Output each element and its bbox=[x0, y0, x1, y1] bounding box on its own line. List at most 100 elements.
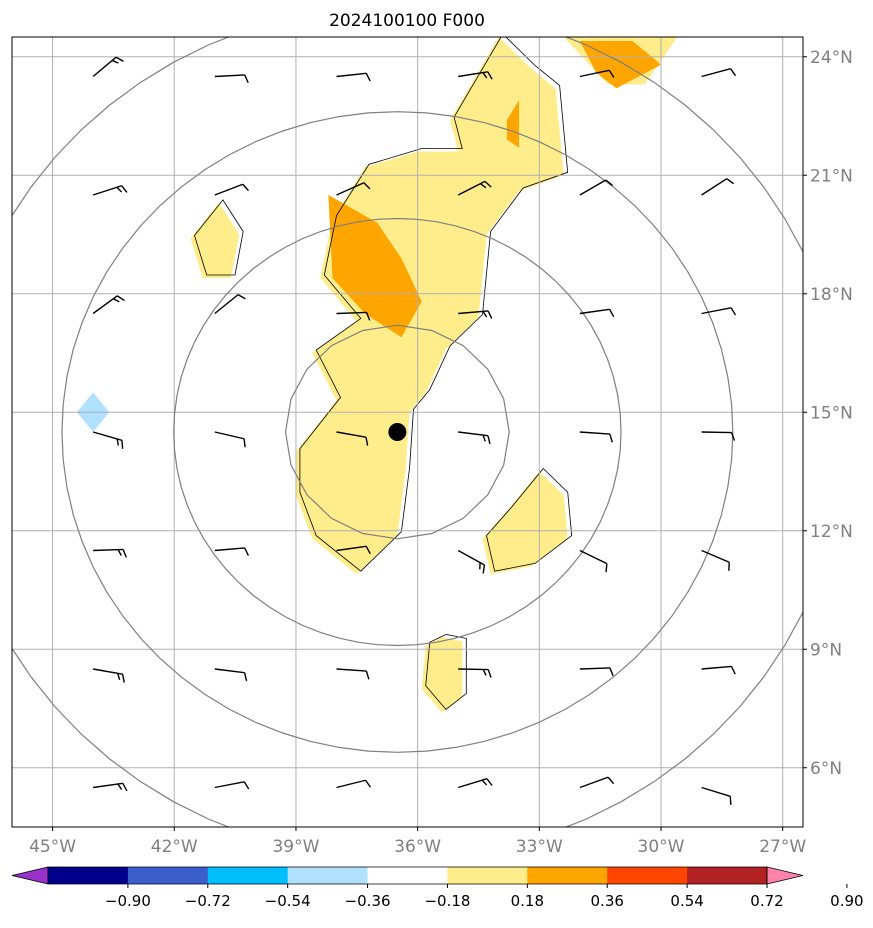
colorbar-tick-label: 0.72 bbox=[750, 892, 783, 910]
shaded-region-6 bbox=[579, 41, 661, 89]
wind-barb bbox=[701, 549, 730, 571]
colorbar-tick-label: 0.90 bbox=[830, 892, 863, 910]
shaded-region-4 bbox=[421, 637, 463, 713]
colorbar-tick-label: −0.54 bbox=[265, 892, 311, 910]
wind-barb bbox=[458, 668, 492, 678]
contour-line-0 bbox=[299, 37, 569, 572]
y-tick-label: 18°N bbox=[810, 285, 853, 305]
colorbar-tick-label: −0.18 bbox=[424, 892, 470, 910]
wind-barb bbox=[701, 178, 735, 196]
y-axis-ticks: 24°N 21°N 18°N 15°N 12°N 9°N 6°N bbox=[803, 48, 853, 779]
shaded-region-5 bbox=[328, 195, 422, 338]
shaded-region-7 bbox=[506, 100, 520, 148]
y-tick-label: 15°N bbox=[810, 403, 853, 423]
wind-barb bbox=[336, 779, 372, 789]
wind-barb bbox=[458, 431, 491, 445]
colorbar-extend-low bbox=[11, 866, 49, 885]
wind-barb bbox=[579, 69, 615, 78]
filled-contours bbox=[76, 37, 678, 713]
colorbar-tick-label: 0.36 bbox=[591, 892, 624, 910]
wind-barb bbox=[214, 668, 248, 682]
x-tick-label: 39°W bbox=[272, 837, 319, 857]
colorbar-segment bbox=[207, 867, 289, 884]
chart-title: 2024100100 F000 bbox=[329, 11, 485, 31]
colorbar-segment bbox=[687, 867, 768, 884]
wind-barb bbox=[579, 549, 608, 573]
y-tick-label: 21°N bbox=[810, 166, 853, 186]
x-axis-ticks: 45°W 42°W 39°W 36°W 33°W 30°W 27°W bbox=[29, 827, 806, 857]
colorbar-tick-label: 0.54 bbox=[670, 892, 703, 910]
wind-barb bbox=[579, 667, 614, 677]
contour-line-2 bbox=[486, 467, 573, 572]
wind-barb bbox=[579, 431, 613, 443]
wind-barb bbox=[336, 668, 370, 680]
wind-barb bbox=[701, 665, 736, 675]
colorbar-extend-high bbox=[766, 866, 804, 885]
wind-barb bbox=[336, 72, 371, 82]
y-tick-label: 6°N bbox=[810, 759, 842, 779]
y-tick-label: 12°N bbox=[810, 522, 853, 542]
wind-barb bbox=[92, 185, 128, 196]
shaded-region-2 bbox=[482, 471, 568, 575]
wind-barb bbox=[336, 431, 369, 446]
wind-barb bbox=[214, 183, 249, 196]
range-ring-900km bbox=[61, 111, 734, 753]
plot-frame bbox=[11, 36, 804, 828]
colorbar-tick-label: 0.18 bbox=[511, 892, 544, 910]
wind-barbs bbox=[92, 56, 737, 805]
range-ring-600km bbox=[173, 217, 622, 647]
colorbar-segment bbox=[607, 867, 688, 884]
wind-barb bbox=[92, 295, 125, 315]
wind-barb bbox=[93, 782, 128, 792]
gridlines bbox=[12, 37, 803, 827]
colorbar: −0.90 −0.72 −0.54 −0.36 −0.18 0.18 0.36 0.54 0.7… bbox=[11, 866, 864, 910]
y-tick-label: 24°N bbox=[810, 48, 853, 68]
wind-barb bbox=[214, 294, 246, 315]
contour-line-3 bbox=[194, 199, 244, 276]
colorbar-tick-label: −0.36 bbox=[345, 892, 391, 910]
wind-barb bbox=[701, 68, 737, 78]
colorbar-segment bbox=[127, 867, 209, 884]
wind-barb bbox=[336, 545, 371, 555]
x-tick-label: 42°W bbox=[151, 837, 198, 857]
x-tick-label: 27°W bbox=[759, 837, 806, 857]
wind-barb bbox=[701, 431, 736, 441]
x-tick-label: 36°W bbox=[394, 837, 441, 857]
center-marker bbox=[388, 423, 407, 441]
wind-barb bbox=[701, 307, 737, 316]
shaded-region-3 bbox=[190, 202, 240, 278]
wind-barb bbox=[457, 549, 486, 574]
wind-barb bbox=[579, 308, 615, 318]
wind-barb bbox=[579, 179, 613, 196]
colorbar-tick-label: −0.90 bbox=[105, 892, 151, 910]
wind-barb bbox=[457, 778, 493, 789]
y-tick-label: 9°N bbox=[810, 640, 842, 660]
shaded-region-0 bbox=[295, 37, 564, 575]
colorbar-segment bbox=[48, 867, 129, 884]
wind-barb bbox=[701, 786, 732, 805]
colorbar-segment bbox=[367, 867, 448, 884]
wind-barb bbox=[214, 431, 246, 448]
colorbar-tick-label: −0.72 bbox=[185, 892, 231, 910]
storm-center-dot bbox=[388, 423, 407, 441]
wind-barb bbox=[92, 668, 125, 683]
wind-barb bbox=[336, 311, 371, 321]
wind-barb bbox=[336, 182, 371, 196]
wind-barb bbox=[92, 431, 124, 449]
wind-barb bbox=[579, 776, 615, 789]
wind-barb bbox=[92, 56, 124, 78]
colorbar-segment bbox=[287, 867, 369, 884]
wind-barb bbox=[214, 547, 250, 556]
range-ring-300km bbox=[284, 324, 510, 540]
contour-line-4 bbox=[425, 633, 467, 711]
wind-barb bbox=[458, 71, 493, 80]
wind-barb bbox=[458, 310, 493, 319]
colorbar-segment bbox=[447, 867, 528, 884]
colorbar-segment bbox=[527, 867, 608, 884]
x-tick-label: 30°W bbox=[638, 837, 685, 857]
range-rings bbox=[12, 37, 803, 827]
x-tick-label: 33°W bbox=[516, 837, 563, 857]
wind-barb bbox=[214, 74, 249, 84]
